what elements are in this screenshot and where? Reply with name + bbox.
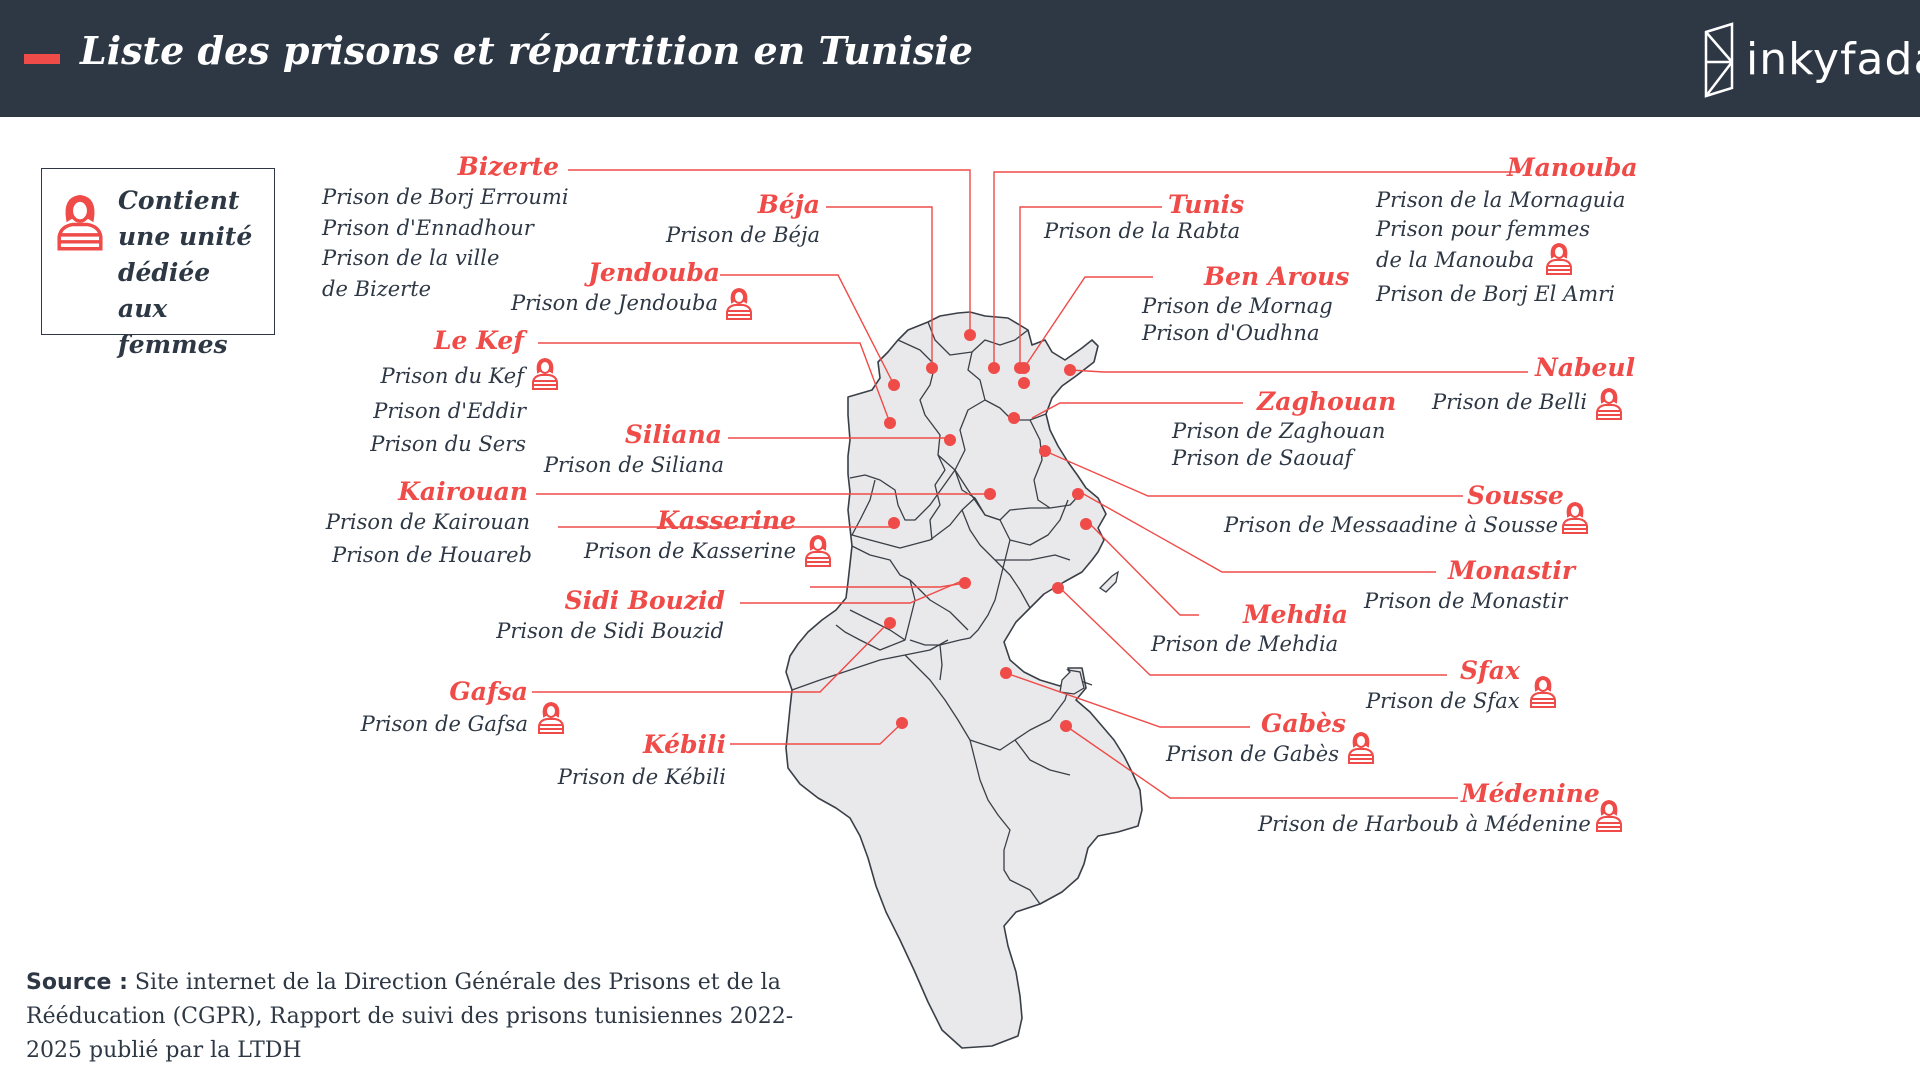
gov-label-monastir: Monastir [1448, 556, 1576, 585]
woman-icon [530, 356, 560, 390]
tunisia-outline [785, 311, 1143, 1049]
prison-label: Prison de Siliana [543, 453, 724, 477]
source-note: Source : Site internet de la Direction G… [26, 966, 816, 1068]
legend-text: Contient une unité dédiée aux femmes [118, 186, 253, 359]
prison-label: Prison de Gabès [1166, 742, 1339, 766]
woman-icon [724, 286, 754, 320]
woman-icon [1560, 500, 1590, 534]
prison-label: Prison de Kairouan [325, 510, 530, 534]
prison-label: Prison pour femmes [1376, 217, 1591, 241]
prison-label: Prison de la Mornaguia [1376, 188, 1626, 212]
logo-text: inkyfada [1746, 34, 1920, 85]
gov-label-gafsa: Gafsa [449, 677, 528, 706]
prison-label: Prison de Béja [666, 223, 820, 247]
legend: Contient une unité dédiée aux femmes [41, 168, 275, 359]
gov-label-le-kef: Le Kef [433, 326, 524, 355]
gov-label-kairouan: Kairouan [398, 477, 528, 506]
prison-label: Prison de Jendouba [511, 291, 718, 315]
gov-label-sousse: Sousse [1467, 481, 1564, 510]
prison-label: Prison d'Oudhna [1142, 321, 1320, 345]
title-accent [24, 54, 60, 64]
prison-label: Prison du Sers [370, 432, 526, 456]
gov-label-manouba: Manouba [1507, 153, 1638, 182]
gov-label-beja: Béja [757, 190, 820, 219]
prison-label: Prison de Harboub à Médenine [1258, 812, 1591, 836]
djerba-island [1059, 669, 1085, 695]
prison-label: Prison de Belli [1432, 390, 1588, 414]
gov-label-mehdia: Mehdia [1243, 600, 1348, 629]
district-borders [791, 321, 1093, 905]
kerkennah-island [1098, 570, 1119, 593]
prison-label: Prison de Sidi Bouzid [496, 619, 724, 643]
prison-label: Prison d'Eddir [373, 399, 526, 423]
prison-label: Prison de Kébili [557, 765, 726, 789]
prison-label: de la Manouba [1376, 248, 1535, 272]
gov-label-ben-arous: Ben Arous [1204, 262, 1350, 291]
prison-label: Prison de Kasserine [584, 539, 796, 563]
woman-icon [803, 533, 833, 567]
prison-label: Prison de Mornag [1142, 294, 1333, 318]
gov-label-bizerte: Bizerte [457, 152, 559, 181]
gov-label-sfax: Sfax [1460, 656, 1520, 685]
woman-icon [536, 700, 566, 734]
prison-label: Prison de Borj Erroumi [322, 185, 569, 209]
gov-label-sidi-bouzid: Sidi Bouzid [564, 586, 725, 615]
woman-icon [1528, 674, 1558, 708]
gov-label-kasserine: Kasserine [657, 506, 796, 535]
prison-dots [884, 329, 1092, 732]
woman-icon [1594, 798, 1624, 832]
woman-icon [1544, 241, 1574, 275]
prison-label: Prison de Borj El Amri [1376, 282, 1615, 306]
prison-label: Prison de la ville [322, 246, 500, 270]
woman-icon [1346, 730, 1376, 764]
gov-label-gabes: Gabès [1261, 709, 1347, 738]
prison-label: Prison de Gafsa [360, 712, 528, 736]
woman-icon [1594, 386, 1624, 420]
woman-icon [57, 194, 103, 251]
source-text: Site internet de la Direction Générale d… [26, 970, 794, 1063]
gov-label-kebili: Kébili [642, 730, 726, 759]
gov-label-siliana: Siliana [624, 420, 722, 449]
prison-label: Prison de la Rabta [1044, 219, 1241, 243]
gov-label-medenine: Médenine [1461, 779, 1600, 808]
logo-mark-icon [1704, 22, 1734, 98]
prison-label: Prison de Houareb [332, 543, 532, 567]
inkyfada-logo[interactable]: inkyfada [1702, 20, 1920, 98]
gov-label-zaghouan: Zaghouan [1257, 387, 1397, 416]
gov-label-nabeul: Nabeul [1535, 353, 1636, 382]
source-label: Source : [26, 970, 128, 995]
prison-label: Prison du Kef [380, 364, 524, 388]
leader-lines [532, 169, 1528, 799]
header-bar: Liste des prisons et répartition en Tuni… [0, 0, 1920, 117]
prison-label: Prison de Monastir [1364, 589, 1568, 613]
gov-label-jendouba: Jendouba [588, 258, 720, 287]
prison-label: de Bizerte [322, 277, 432, 301]
prison-label: Prison de Mehdia [1151, 632, 1339, 656]
prison-label: Prison de Sfax [1366, 689, 1520, 713]
prison-label: Prison d'Ennadhour [322, 216, 534, 240]
page-title: Liste des prisons et répartition en Tuni… [80, 28, 973, 73]
prison-label: Prison de Messaadine à Sousse [1224, 513, 1559, 537]
gov-label-tunis: Tunis [1168, 190, 1245, 219]
prison-label: Prison de Saouaf [1172, 446, 1353, 470]
prison-label: Prison de Zaghouan [1172, 419, 1386, 443]
